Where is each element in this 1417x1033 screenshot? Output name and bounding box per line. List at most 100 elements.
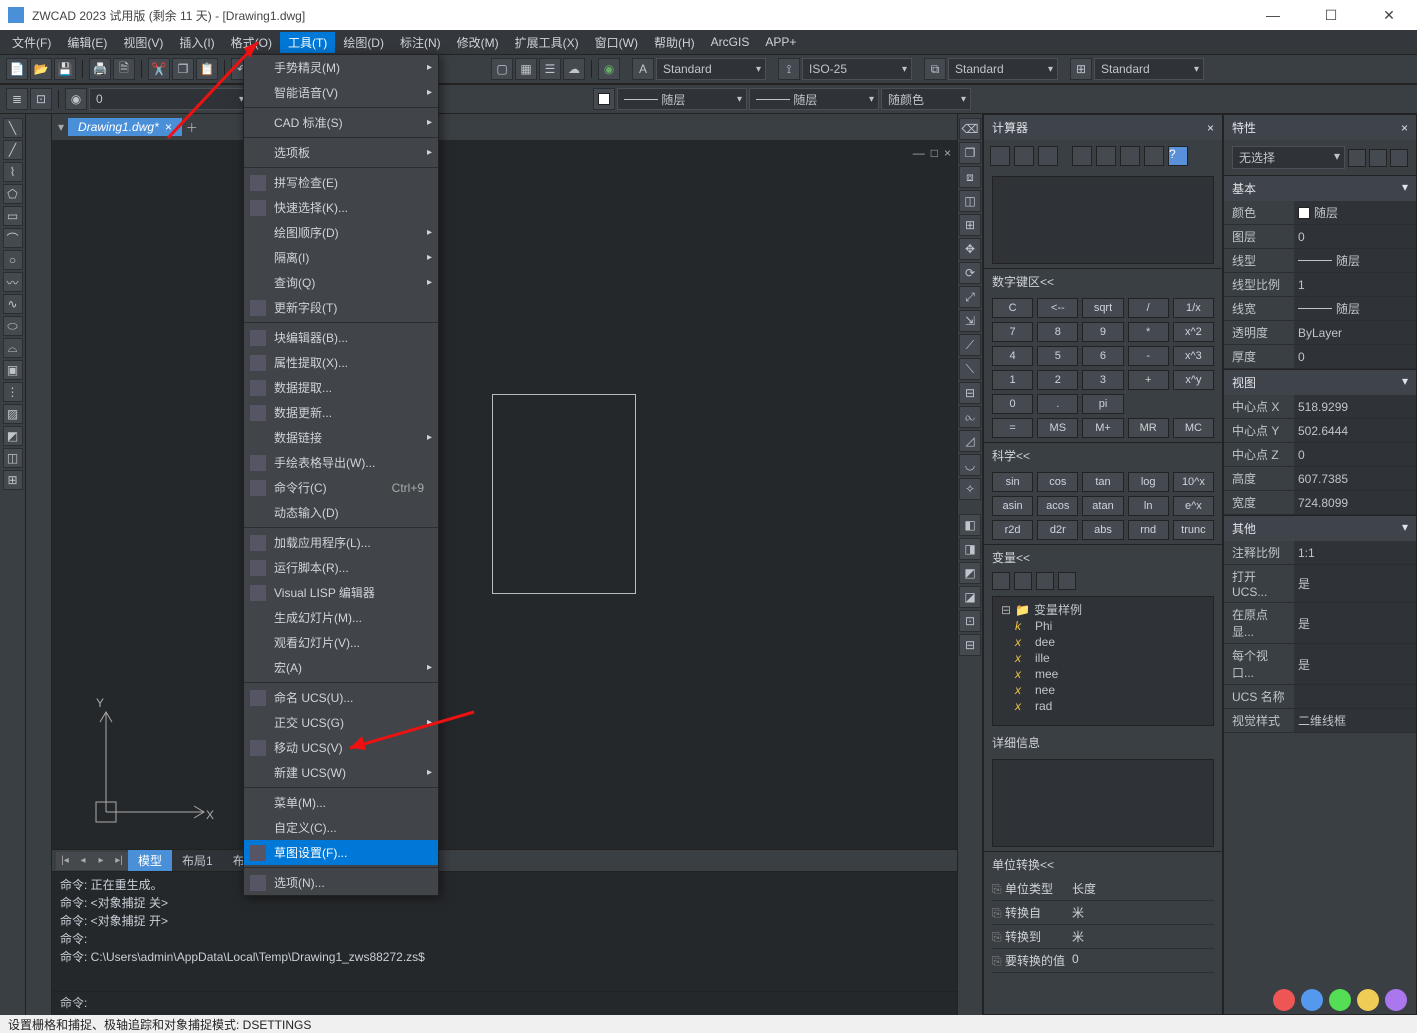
calc-button[interactable]: acos bbox=[1037, 496, 1078, 516]
unit-row[interactable]: 转换到米 bbox=[992, 925, 1214, 949]
calc-help-icon[interactable]: ? bbox=[1168, 146, 1188, 166]
calc-button[interactable]: abs bbox=[1082, 520, 1123, 540]
calc-button[interactable]: 2 bbox=[1037, 370, 1078, 390]
pline-icon[interactable]: ⌇ bbox=[3, 162, 23, 182]
collapse-icon[interactable]: ▾ bbox=[1402, 180, 1408, 197]
line-icon[interactable]: ╲ bbox=[3, 118, 23, 138]
variable-item[interactable]: xille bbox=[997, 650, 1209, 666]
layer-icon[interactable]: ≣ bbox=[6, 88, 28, 110]
calc-button[interactable]: M+ bbox=[1082, 418, 1123, 438]
drawing-canvas[interactable]: — □ × Y X bbox=[52, 140, 957, 849]
props-row[interactable]: 颜色 随层 bbox=[1224, 201, 1416, 225]
menu-item[interactable]: 手势精灵(M)▸ bbox=[244, 55, 438, 80]
layout-tab[interactable]: 布局1 bbox=[172, 850, 223, 871]
props-row[interactable]: 高度607.7385 bbox=[1224, 467, 1416, 491]
menu-item[interactable]: 选项(N)... bbox=[244, 870, 438, 895]
var-edit-icon[interactable] bbox=[1014, 572, 1032, 590]
calc-button[interactable]: . bbox=[1037, 394, 1078, 414]
props-row[interactable]: 中心点 X518.9299 bbox=[1224, 395, 1416, 419]
menu-item[interactable]: 菜单(M)... bbox=[244, 790, 438, 815]
menu-item[interactable]: 命令行(C)Ctrl+9 bbox=[244, 475, 438, 500]
calc-xy-icon[interactable] bbox=[1144, 146, 1164, 166]
ellipsearc-icon[interactable]: ⌓ bbox=[3, 338, 23, 358]
dim-style-icon[interactable]: ⟟ bbox=[778, 58, 800, 80]
menu-item[interactable]: 数据链接▸ bbox=[244, 425, 438, 450]
grid-icon[interactable]: ▦ bbox=[515, 58, 537, 80]
prop-value[interactable]: 是 bbox=[1294, 644, 1416, 684]
menu-item[interactable]: 自定义(C)... bbox=[244, 815, 438, 840]
calc-paste-icon[interactable] bbox=[1038, 146, 1058, 166]
snap5-icon[interactable]: ⊡ bbox=[959, 610, 981, 632]
tab-first-icon[interactable]: |◂ bbox=[56, 852, 74, 870]
collapse-icon[interactable]: ▾ bbox=[1402, 374, 1408, 391]
var-del-icon[interactable] bbox=[1036, 572, 1054, 590]
pick-icon[interactable] bbox=[1348, 149, 1366, 167]
tree-collapse-icon[interactable]: ⊟ bbox=[1001, 603, 1011, 617]
menu-item[interactable]: 查询(Q)▸ bbox=[244, 270, 438, 295]
snap4-icon[interactable]: ◪ bbox=[959, 586, 981, 608]
text-style-icon[interactable]: A bbox=[632, 58, 654, 80]
hatch-icon[interactable]: ▨ bbox=[3, 404, 23, 424]
prop-value[interactable]: ByLayer bbox=[1294, 321, 1416, 344]
calc-button[interactable]: ln bbox=[1128, 496, 1169, 516]
snap1-icon[interactable]: ◧ bbox=[959, 514, 981, 536]
erase-icon[interactable]: ⌫ bbox=[959, 118, 981, 140]
menu-item[interactable]: 加载应用程序(L)... bbox=[244, 530, 438, 555]
canvas-close-icon[interactable]: × bbox=[944, 146, 951, 160]
point-icon[interactable]: ⋮ bbox=[3, 382, 23, 402]
prop-value[interactable]: 是 bbox=[1294, 603, 1416, 643]
extend-icon[interactable]: ⟍ bbox=[959, 358, 981, 380]
fillet-icon[interactable]: ◡ bbox=[959, 454, 981, 476]
calc-unit-title[interactable]: 单位转换<< bbox=[984, 851, 1222, 877]
chamfer-icon[interactable]: ◿ bbox=[959, 430, 981, 452]
calc-button[interactable]: rnd bbox=[1128, 520, 1169, 540]
calc-button[interactable]: atan bbox=[1082, 496, 1123, 516]
menu-item[interactable]: 帮助(H) bbox=[646, 32, 703, 53]
props-row[interactable]: 在原点显...是 bbox=[1224, 603, 1416, 644]
calc-button[interactable]: x^3 bbox=[1173, 346, 1214, 366]
tab-prev-icon[interactable]: ◂ bbox=[74, 852, 92, 870]
qselect-icon[interactable] bbox=[1369, 149, 1387, 167]
rotate-icon[interactable]: ⟳ bbox=[959, 262, 981, 284]
bycolor-combo[interactable]: 随颜色 bbox=[881, 88, 971, 110]
variable-item[interactable]: xdee bbox=[997, 634, 1209, 650]
unit-row[interactable]: 要转换的值0 bbox=[992, 949, 1214, 973]
box-icon[interactable]: ▢ bbox=[491, 58, 513, 80]
tray-icon-2[interactable] bbox=[1301, 989, 1323, 1011]
calc-button[interactable]: 1/x bbox=[1173, 298, 1214, 318]
props-row[interactable]: 宽度724.8099 bbox=[1224, 491, 1416, 515]
menu-item[interactable]: 生成幻灯片(M)... bbox=[244, 605, 438, 630]
calc-dist-icon[interactable] bbox=[1096, 146, 1116, 166]
calc-clear-icon[interactable] bbox=[990, 146, 1010, 166]
calc-pick-icon[interactable] bbox=[1072, 146, 1092, 166]
calc-button[interactable]: 9 bbox=[1082, 322, 1123, 342]
menu-item[interactable]: 宏(A)▸ bbox=[244, 655, 438, 680]
dim-style-combo[interactable]: ISO-25 bbox=[802, 58, 912, 80]
prop-value[interactable]: 0 bbox=[1294, 225, 1416, 248]
menu-item[interactable]: 属性提取(X)... bbox=[244, 350, 438, 375]
calc-button[interactable]: 4 bbox=[992, 346, 1033, 366]
calc-button[interactable]: MR bbox=[1128, 418, 1169, 438]
calc-button[interactable]: log bbox=[1128, 472, 1169, 492]
maximize-button[interactable]: ☐ bbox=[1311, 7, 1351, 24]
unit-row[interactable]: 转换自米 bbox=[992, 901, 1214, 925]
props-group-header[interactable]: 其他▾ bbox=[1224, 515, 1416, 541]
table-style-icon[interactable]: ⊞ bbox=[1070, 58, 1092, 80]
tray-icon-1[interactable] bbox=[1273, 989, 1295, 1011]
tray-icon-4[interactable] bbox=[1357, 989, 1379, 1011]
menu-item[interactable]: 编辑(E) bbox=[59, 32, 115, 53]
gradient-icon[interactable]: ◩ bbox=[3, 426, 23, 446]
menu-item[interactable]: 标注(N) bbox=[392, 32, 449, 53]
unit-row[interactable]: 单位类型长度 bbox=[992, 877, 1214, 901]
prop-value[interactable]: 1 bbox=[1294, 273, 1416, 296]
snap-icon[interactable]: ⊡ bbox=[30, 88, 52, 110]
prop-value[interactable]: 二维线框 bbox=[1294, 709, 1416, 732]
menu-item[interactable]: 选项板▸ bbox=[244, 140, 438, 165]
new-icon[interactable]: 📄 bbox=[6, 58, 28, 80]
circle-icon[interactable]: ○ bbox=[3, 250, 23, 270]
mline-style-icon[interactable]: ⧉ bbox=[924, 58, 946, 80]
prop-value[interactable]: 607.7385 bbox=[1294, 467, 1416, 490]
menu-item[interactable]: 隔离(I)▸ bbox=[244, 245, 438, 270]
props-group-header[interactable]: 视图▾ bbox=[1224, 369, 1416, 395]
snap2-icon[interactable]: ◨ bbox=[959, 538, 981, 560]
